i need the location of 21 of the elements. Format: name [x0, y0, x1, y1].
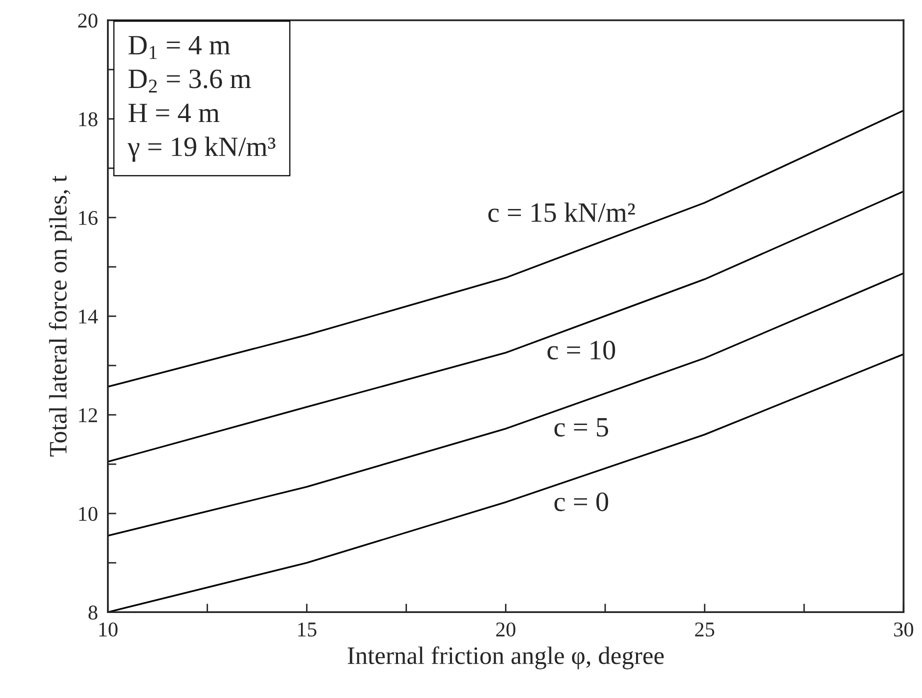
- x-tick-label: 20: [496, 622, 516, 637]
- x-tick-label: 10: [99, 622, 118, 637]
- y-axis-title: Total lateral force on piles, t: [48, 176, 72, 456]
- series-label: c = 5: [554, 418, 608, 437]
- y-tick-label: 16: [79, 210, 98, 225]
- y-tick-label: 14: [79, 310, 98, 324]
- y-tick-label: 10: [79, 506, 98, 521]
- y-tick-label: 20: [78, 14, 98, 28]
- y-tick-label: 18: [79, 112, 98, 126]
- x-tick-label: 15: [298, 622, 316, 637]
- y-tick-label: 8: [88, 606, 98, 620]
- series-label: c = 10: [548, 340, 616, 360]
- y-tick-label: 12: [79, 408, 98, 422]
- x-tick-label: 30: [894, 622, 914, 637]
- annotation: D$_{1}$ = 4 m D$_{2}$ = 3.6 m H = 4 m γ = 19 kN/m³: [128, 36, 276, 162]
- series-label: c = 0: [554, 492, 608, 512]
- line-series: [108, 272, 904, 537]
- x-tick-label: 25: [695, 622, 714, 637]
- x-axis-title: Internal friction angle φ, degree: [348, 646, 664, 670]
- line-series: [108, 190, 904, 463]
- series-label: c = 15 kN/m²: [488, 202, 635, 222]
